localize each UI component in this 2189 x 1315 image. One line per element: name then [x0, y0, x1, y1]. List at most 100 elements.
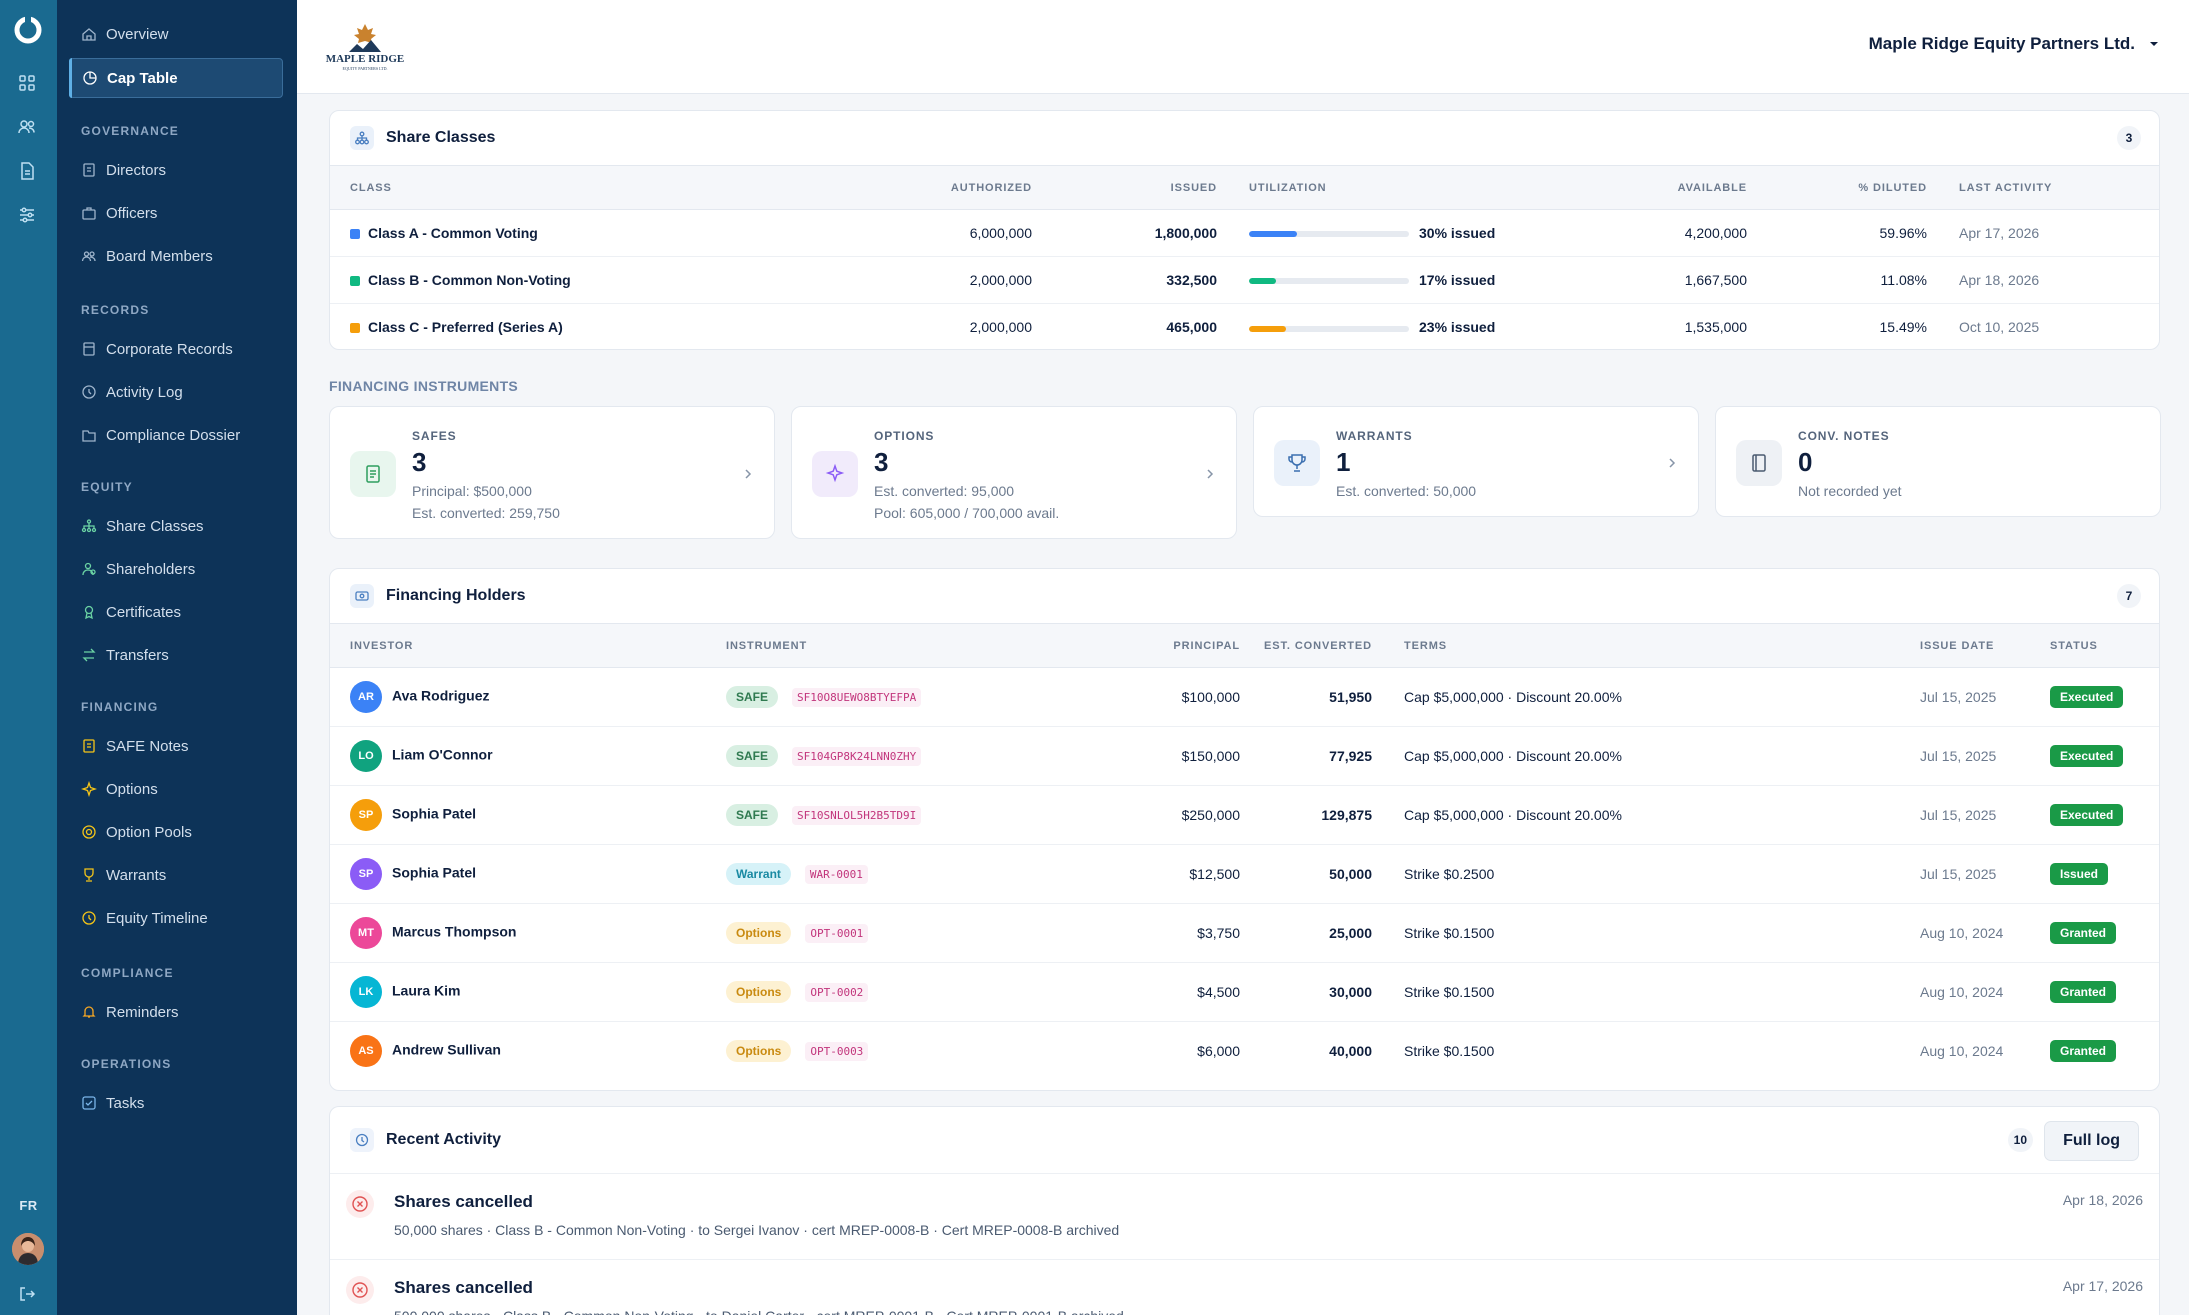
fin-card-label: SAFES: [412, 429, 457, 443]
fin-card-count: 3: [874, 447, 889, 477]
holder-row[interactable]: AR Ava Rodriguez SAFE SF10O8UEWO8BTYEFPA $10…: [330, 667, 2159, 727]
sidebar-item-reminders[interactable]: Reminders: [69, 992, 283, 1032]
fin-card-line1: Est. converted: 50,000: [1336, 483, 1477, 499]
sliders-icon[interactable]: [16, 204, 38, 226]
sidebar-item-transfers[interactable]: Transfers: [69, 635, 283, 675]
class-name: Class A - Common Voting: [368, 225, 538, 241]
chevron-right-icon: [1207, 468, 1214, 479]
col-instrument: INSTRUMENT: [718, 623, 1148, 668]
fin-card-conv-notes: CONV. NOTES 0 Not recorded yet: [1715, 406, 2161, 517]
instrument-code[interactable]: OPT-0003: [805, 1042, 869, 1062]
class-name: Class B - Common Non-Voting: [368, 272, 571, 288]
sidebar-item-equity-timeline[interactable]: Equity Timeline: [69, 898, 283, 938]
fin-card-line1: Est. converted: 95,000: [874, 483, 1015, 499]
status-badge: Granted: [2050, 1040, 2117, 1063]
holder-row[interactable]: MT Marcus Thompson Options OPT-0001 $3,750 25…: [330, 903, 2159, 963]
recent-activity-card: Recent Activity 10 Full log Shares cance…: [329, 1106, 2160, 1315]
sidebar-item-overview[interactable]: Overview: [69, 14, 283, 54]
activity-description: 50,000 shares · Class B - Common Non-Vot…: [394, 1222, 1120, 1238]
share-class-row[interactable]: Class B - Common Non-Voting 2,000,000 332,…: [330, 256, 2159, 304]
share-class-row[interactable]: Class A - Common Voting 6,000,000 1,800,00…: [330, 209, 2159, 257]
sidebar-item-activity-log[interactable]: Activity Log: [69, 372, 283, 412]
sidebar-item-shareholders[interactable]: Shareholders: [69, 549, 283, 589]
option-pools-icon: [82, 825, 96, 839]
sidebar-item-certificates[interactable]: Certificates: [69, 592, 283, 632]
share-class-row[interactable]: Class C - Preferred (Series A) 2,000,000 4…: [330, 304, 2159, 351]
reminders-icon: [82, 1006, 96, 1018]
holder-row[interactable]: LO Liam O'Connor SAFE SF104GP8K24LNN0ZHY $15…: [330, 726, 2159, 786]
fin-card-safes[interactable]: SAFES 3 Principal: $500,000 Est. converted:…: [329, 406, 775, 539]
full-log-button[interactable]: Full log: [2044, 1121, 2139, 1161]
status-badge: Executed: [2050, 745, 2124, 767]
icon-rail: FR: [0, 0, 57, 1315]
users-icon[interactable]: [16, 116, 38, 138]
investor-name: Liam O'Connor: [392, 746, 493, 763]
instrument-badge: SAFE: [726, 686, 779, 708]
instrument-code[interactable]: WAR-0001: [804, 865, 868, 884]
authorized-cell: 2,000,000: [890, 256, 1040, 304]
sidebar-item-warrants[interactable]: Warrants: [69, 855, 283, 895]
col-terms: TERMS: [1380, 623, 1912, 668]
app-logo-icon[interactable]: [12, 14, 44, 46]
sidebar-item-share-classes[interactable]: Share Classes: [69, 506, 283, 546]
sidebar: Overview Cap Table GOVERNANCE Directors Offi…: [57, 0, 297, 1315]
sidebar-item-options[interactable]: Options: [69, 769, 283, 809]
instrument-code[interactable]: SF104GP8K24LNN0ZHY: [792, 747, 922, 766]
instrument-code[interactable]: OPT-0001: [805, 924, 869, 943]
logout-icon[interactable]: [17, 1284, 37, 1304]
holder-row[interactable]: SP Sophia Patel SAFE SF10SNLOL5H2B5TD9I $250…: [330, 785, 2159, 845]
activity-item[interactable]: Shares cancelled 50,000 shares · Class B …: [330, 1173, 2159, 1259]
holder-row[interactable]: SP Sophia Patel Warrant WAR-0001 $12,500 50,0…: [330, 844, 2159, 904]
sidebar-item-tasks[interactable]: Tasks: [69, 1083, 283, 1123]
status-cell: Executed: [2042, 785, 2159, 845]
share-classes-count: 3: [2117, 126, 2141, 150]
sidebar-item-cap-table[interactable]: Cap Table: [69, 58, 283, 98]
home-icon: [82, 28, 96, 41]
terms-cell: Strike $0.1500: [1380, 903, 1912, 963]
available-cell: 1,535,000: [1684, 319, 1747, 336]
activity-item[interactable]: Shares cancelled 500,000 shares · Class B…: [330, 1259, 2159, 1315]
instrument-cell: Options OPT-0002: [718, 962, 1148, 1022]
instrument-cell: SAFE SF10SNLOL5H2B5TD9I: [718, 785, 1148, 845]
class-color-swatch: [350, 229, 360, 239]
sidebar-item-label: Corporate Records: [106, 340, 233, 358]
instrument-code[interactable]: SF10SNLOL5H2B5TD9I: [792, 806, 922, 825]
holder-row[interactable]: AS Andrew Sullivan Options OPT-0003 $6,000 40…: [330, 1022, 2159, 1081]
sidebar-item-board-members[interactable]: Board Members: [69, 236, 283, 276]
sidebar-item-corporate-records[interactable]: Corporate Records: [69, 329, 283, 369]
top-header: MAPLE RIDGE EQUITY PARTNERS LTD. Maple R…: [297, 0, 2189, 94]
fin-card-options[interactable]: OPTIONS 3 Est. converted: 95,000 Pool: 605,…: [791, 406, 1237, 539]
holder-row[interactable]: LK Laura Kim Options OPT-0002 $4,500 30,000 St…: [330, 962, 2159, 1022]
instrument-code[interactable]: SF10O8UEWO8BTYEFPA: [792, 688, 922, 707]
instrument-cell: SAFE SF10O8UEWO8BTYEFPA: [718, 667, 1148, 727]
investor-cell: LO Liam O'Connor: [330, 726, 718, 786]
chevron-right-icon: [1669, 457, 1676, 468]
diluted-cell: 59.96%: [1755, 209, 1935, 257]
terms-cell: Cap $5,000,000 · Discount 20.00%: [1380, 667, 1912, 727]
sidebar-item-label: Reminders: [106, 1003, 179, 1021]
language-toggle[interactable]: FR: [19, 1198, 38, 1213]
document-icon[interactable]: [16, 160, 38, 182]
company-switcher[interactable]: Maple Ridge Equity Partners Ltd.: [1869, 34, 2159, 54]
fin-card-line1: Not recorded yet: [1798, 483, 1902, 499]
company-logo: MAPLE RIDGE EQUITY PARTNERS LTD.: [319, 18, 411, 74]
grid-icon[interactable]: [16, 72, 38, 94]
instrument-code[interactable]: OPT-0002: [805, 983, 869, 1002]
sidebar-item-officers[interactable]: Officers: [69, 193, 283, 233]
sidebar-item-directors[interactable]: Directors: [69, 150, 283, 190]
sidebar-item-option-pools[interactable]: Option Pools: [69, 812, 283, 852]
class-color-swatch: [350, 323, 360, 334]
avatar: MT: [350, 917, 382, 949]
user-avatar[interactable]: [12, 1233, 44, 1265]
utilization-cell: 23% issued: [1225, 304, 1605, 351]
sidebar-item-compliance-dossier[interactable]: Compliance Dossier: [69, 415, 283, 455]
sidebar-item-safe-notes[interactable]: SAFE Notes: [69, 726, 283, 766]
issue-date-cell: Jul 15, 2025: [1912, 667, 2042, 727]
principal-cell: $250,000: [1148, 785, 1248, 845]
sidebar-section-equity: EQUITY: [81, 480, 133, 494]
fin-card-warrants[interactable]: WARRANTS 1 Est. converted: 50,000: [1253, 406, 1699, 517]
investor-cell: SP Sophia Patel: [330, 844, 718, 904]
sidebar-item-label: Board Members: [106, 247, 213, 265]
sidebar-item-label: Compliance Dossier: [106, 426, 241, 444]
utilization-bar: [1249, 278, 1409, 285]
